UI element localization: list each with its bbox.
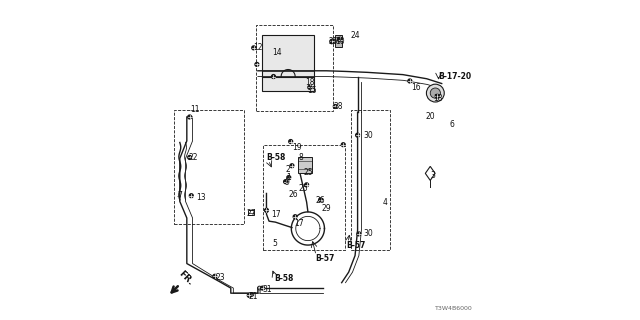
Text: B-57: B-57 <box>316 254 335 263</box>
Text: 1: 1 <box>287 173 291 182</box>
Circle shape <box>189 194 193 197</box>
Circle shape <box>284 180 287 184</box>
Text: 31: 31 <box>262 285 272 294</box>
Circle shape <box>260 286 264 290</box>
Text: 26: 26 <box>316 196 325 205</box>
Text: 14: 14 <box>272 48 282 57</box>
Text: B-58: B-58 <box>266 153 285 162</box>
Text: 22: 22 <box>188 153 198 162</box>
Text: 27: 27 <box>246 209 257 218</box>
Circle shape <box>290 164 294 168</box>
Bar <box>248 210 254 215</box>
Text: 25: 25 <box>303 168 313 177</box>
Circle shape <box>357 232 361 236</box>
Text: 9: 9 <box>284 179 289 188</box>
Text: 25: 25 <box>328 37 338 46</box>
Circle shape <box>308 85 312 89</box>
Bar <box>262 35 314 91</box>
Circle shape <box>319 198 323 202</box>
Text: 2: 2 <box>286 165 291 174</box>
Text: 17: 17 <box>271 210 281 219</box>
Circle shape <box>213 274 217 278</box>
Circle shape <box>188 115 191 119</box>
Circle shape <box>430 88 440 98</box>
Text: 8: 8 <box>298 153 303 162</box>
Bar <box>262 145 346 250</box>
Text: 5: 5 <box>273 239 278 248</box>
Bar <box>335 35 342 47</box>
Circle shape <box>247 293 251 297</box>
Circle shape <box>341 143 345 147</box>
Text: 30: 30 <box>364 131 373 140</box>
Circle shape <box>426 84 444 102</box>
Text: 3: 3 <box>430 172 435 180</box>
Text: B-17-20: B-17-20 <box>438 72 471 81</box>
Text: 19: 19 <box>292 143 301 152</box>
Text: 12: 12 <box>253 43 262 52</box>
Circle shape <box>293 215 297 219</box>
Text: 23: 23 <box>216 273 225 282</box>
Circle shape <box>356 133 360 137</box>
Text: 7: 7 <box>177 191 182 200</box>
Text: 24: 24 <box>351 31 360 40</box>
Polygon shape <box>426 166 435 180</box>
Text: B-57: B-57 <box>346 241 365 250</box>
Text: 4: 4 <box>383 197 388 206</box>
Circle shape <box>271 75 275 78</box>
Text: T3W4B6000: T3W4B6000 <box>435 306 473 311</box>
Circle shape <box>305 183 308 187</box>
Text: 21: 21 <box>248 292 258 301</box>
Text: 11: 11 <box>190 105 200 114</box>
Circle shape <box>264 208 268 212</box>
Text: 17: 17 <box>294 219 303 228</box>
Text: 18: 18 <box>306 78 315 87</box>
Text: 16: 16 <box>411 83 420 92</box>
Text: 15: 15 <box>307 86 317 95</box>
Text: 6: 6 <box>450 120 455 129</box>
Circle shape <box>333 105 337 108</box>
Text: 26: 26 <box>289 190 298 199</box>
Bar <box>351 110 390 250</box>
Text: FR.: FR. <box>177 269 195 287</box>
Circle shape <box>289 140 292 143</box>
Circle shape <box>337 37 342 42</box>
Text: 20: 20 <box>425 112 435 121</box>
Circle shape <box>287 176 291 180</box>
Text: 25: 25 <box>298 184 308 193</box>
Circle shape <box>188 156 191 159</box>
Circle shape <box>255 62 259 66</box>
Text: 10: 10 <box>335 37 345 46</box>
Circle shape <box>435 94 439 98</box>
Bar <box>174 110 244 224</box>
Text: 13: 13 <box>196 193 206 202</box>
Text: 18: 18 <box>433 94 443 103</box>
Text: 28: 28 <box>333 102 343 111</box>
Text: B-58: B-58 <box>274 274 293 283</box>
Text: 30: 30 <box>364 229 373 238</box>
Circle shape <box>252 46 255 50</box>
Text: 29: 29 <box>322 204 332 213</box>
Bar <box>256 25 333 111</box>
Circle shape <box>408 79 412 83</box>
Bar <box>298 157 312 173</box>
Circle shape <box>330 39 334 44</box>
